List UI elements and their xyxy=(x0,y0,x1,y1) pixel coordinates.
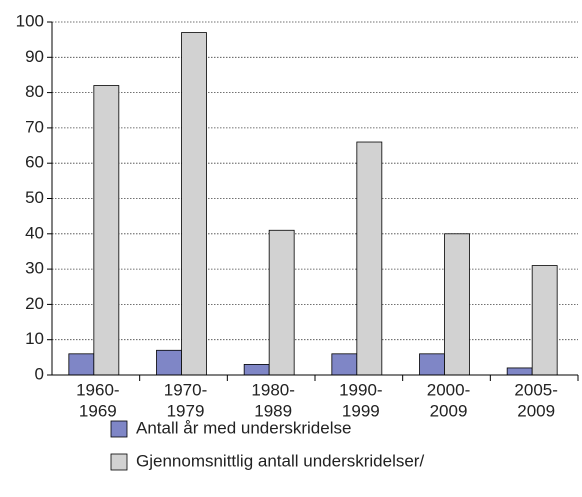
y-tick-label: 70 xyxy=(25,117,44,136)
y-tick-label: 30 xyxy=(25,259,44,278)
bar xyxy=(93,85,120,376)
y-tick-label: 80 xyxy=(25,82,44,101)
x-tick-label: 1970- xyxy=(164,380,207,399)
bar xyxy=(356,141,383,376)
x-tick-label: 1969 xyxy=(79,401,117,420)
x-tick-label: 2000- xyxy=(427,380,470,399)
y-tick-label: 10 xyxy=(25,329,44,348)
bar xyxy=(444,233,470,376)
x-tick-label: 1989 xyxy=(254,401,292,420)
y-tick-label: 100 xyxy=(16,11,44,30)
x-tick-label: 2009 xyxy=(517,401,555,420)
x-tick-label: 1960- xyxy=(76,380,119,399)
x-tick-label: 1999 xyxy=(342,401,380,420)
x-tick-label: 2009 xyxy=(430,401,468,420)
legend-swatch xyxy=(110,453,128,471)
bar xyxy=(419,353,445,376)
y-tick-label: 0 xyxy=(35,364,44,383)
y-tick-label: 50 xyxy=(25,188,44,207)
x-tick-label: 1979 xyxy=(167,401,205,420)
x-tick-label: 1980- xyxy=(251,380,294,399)
bar xyxy=(181,32,207,376)
bar xyxy=(506,367,533,376)
legend-swatch xyxy=(110,420,128,438)
y-tick-label: 20 xyxy=(25,294,44,313)
bar xyxy=(531,265,558,376)
x-tick-label: 2005- xyxy=(514,380,557,399)
bar xyxy=(268,229,295,376)
bar xyxy=(68,353,95,376)
y-tick-label: 40 xyxy=(25,223,44,242)
y-tick-label: 90 xyxy=(25,47,44,66)
legend-label: Antall år med underskridelse xyxy=(136,418,351,437)
y-tick-label: 60 xyxy=(25,153,44,172)
bar xyxy=(156,349,182,376)
bar xyxy=(331,353,358,376)
legend-label: Gjennomsnittlig antall underskridelser/ xyxy=(136,451,424,470)
bar xyxy=(243,364,270,376)
x-tick-label: 1990- xyxy=(339,380,382,399)
